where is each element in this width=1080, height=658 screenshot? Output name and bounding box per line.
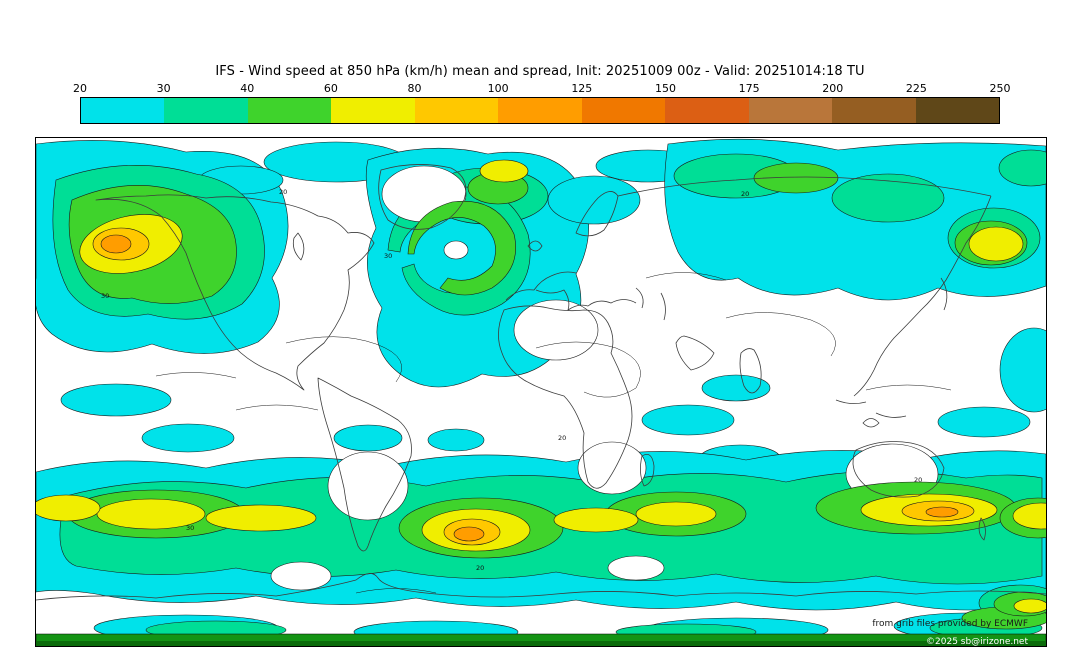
colorbar-tick-label: 175 bbox=[738, 82, 760, 95]
colorbar-segment bbox=[247, 98, 332, 123]
colorbar-segment bbox=[748, 98, 833, 123]
colorbar-segment bbox=[164, 98, 248, 123]
colorbar-tick-label: 80 bbox=[407, 82, 422, 95]
coastlines bbox=[36, 164, 1046, 601]
colorbar-tick-label: 150 bbox=[654, 82, 676, 95]
colorbar-segment bbox=[665, 98, 749, 123]
colorbar-segment bbox=[581, 98, 666, 123]
contour-label: 20 bbox=[476, 564, 484, 572]
contour-lines bbox=[155, 272, 952, 594]
contour-label: 30 bbox=[186, 524, 194, 532]
colorbar-segment bbox=[498, 98, 582, 123]
colorbar-tick-label: 225 bbox=[905, 82, 927, 95]
cyclone-eye-white bbox=[443, 240, 469, 260]
colorbar-tick-label: 30 bbox=[156, 82, 171, 95]
contour-label: 20 bbox=[741, 190, 749, 198]
colorbar-segment bbox=[331, 98, 415, 123]
colorbar-tick-label: 125 bbox=[571, 82, 593, 95]
contour-labels: 20 20 30 30 20 20 20 30 bbox=[101, 188, 922, 572]
contour-label: 30 bbox=[384, 252, 392, 260]
colorbar-bar bbox=[80, 97, 1000, 124]
colorbar-tick-label: 100 bbox=[487, 82, 509, 95]
chart-title: IFS - Wind speed at 850 hPa (km/h) mean … bbox=[215, 64, 865, 79]
colorbar-tick-label: 200 bbox=[822, 82, 844, 95]
contour-label: 30 bbox=[101, 292, 109, 300]
colorbar-segment bbox=[81, 98, 165, 123]
colorbar-tick-label: 60 bbox=[323, 82, 338, 95]
world-map: 20 20 30 30 20 20 20 30 from grib files … bbox=[36, 138, 1046, 646]
bottom-dense-band-shade bbox=[36, 641, 1046, 646]
colorbar-segment bbox=[915, 98, 999, 123]
colorbar-ticks: 20 30 40 60 80 100 125 150 175 200 225 250 bbox=[73, 82, 1011, 96]
colorbar-tick-label: 40 bbox=[240, 82, 255, 95]
colorbar-segment bbox=[414, 98, 499, 123]
colorbar-tick-label: 20 bbox=[73, 82, 87, 95]
contour-label: 20 bbox=[279, 188, 287, 196]
wind-spread-band-100-125 bbox=[100, 234, 959, 542]
colorbar: 20 30 40 60 80 100 125 150 175 200 225 250 bbox=[73, 82, 1011, 128]
contour-label: 20 bbox=[914, 476, 922, 484]
attribution-source: from grib files provided by ECMWF bbox=[872, 619, 1028, 629]
map-frame: 20 20 30 30 20 20 20 30 from grib files … bbox=[35, 137, 1047, 647]
colorbar-tick-label: 250 bbox=[989, 82, 1011, 95]
contour-label: 20 bbox=[558, 434, 566, 442]
colorbar-segment bbox=[832, 98, 916, 123]
attribution-copyright: ©2025 sb@irizone.net bbox=[926, 637, 1028, 646]
